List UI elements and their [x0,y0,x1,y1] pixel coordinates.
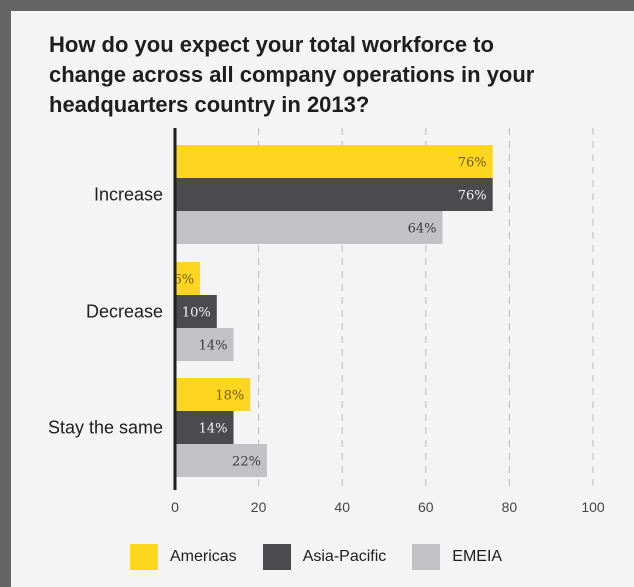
data-label: 14% [199,422,228,437]
bar [175,378,251,411]
x-tick-label: 20 [251,499,267,515]
bar [175,178,493,211]
data-label: 64% [408,222,437,237]
x-tick-label: 60 [418,499,434,515]
bar [175,411,234,444]
bar [175,145,493,178]
legend-swatch-asia-pacific [262,544,291,570]
data-label: 22% [232,455,261,470]
legend-item-americas: Americas [130,544,237,570]
x-tick-label: 40 [334,499,350,515]
bar [175,211,443,244]
bar [175,262,201,295]
legend-label-asia-pacific: Asia-Pacific [302,548,387,565]
data-label: 76% [458,156,487,171]
legend-swatch-emeia [412,544,441,570]
data-label: 14% [199,339,228,354]
legend: Americas Asia-Pacific EMEIA [130,543,528,571]
category-label: Stay the same [48,418,163,438]
legend-item-asia-pacific: Asia-Pacific [262,544,387,570]
x-tick-label: 100 [581,499,605,515]
legend-swatch-americas [130,544,158,570]
data-label: 10% [182,306,211,321]
chart-title: How do you expect your total workforce t… [49,32,535,117]
x-tick-label: 0 [171,499,179,515]
category-label: Decrease [86,302,163,322]
data-label: 6% [173,273,194,288]
bar [175,295,217,328]
legend-label-americas: Americas [170,548,237,565]
x-tick-label: 80 [502,499,518,515]
category-label: Increase [94,185,163,205]
data-label: 18% [215,389,244,404]
legend-item-emeia: EMEIA [412,544,502,570]
bar [175,328,234,361]
chart-panel [11,11,634,587]
data-label: 76% [458,189,487,204]
bar [175,444,267,477]
legend-label-emeia: EMEIA [452,548,503,565]
